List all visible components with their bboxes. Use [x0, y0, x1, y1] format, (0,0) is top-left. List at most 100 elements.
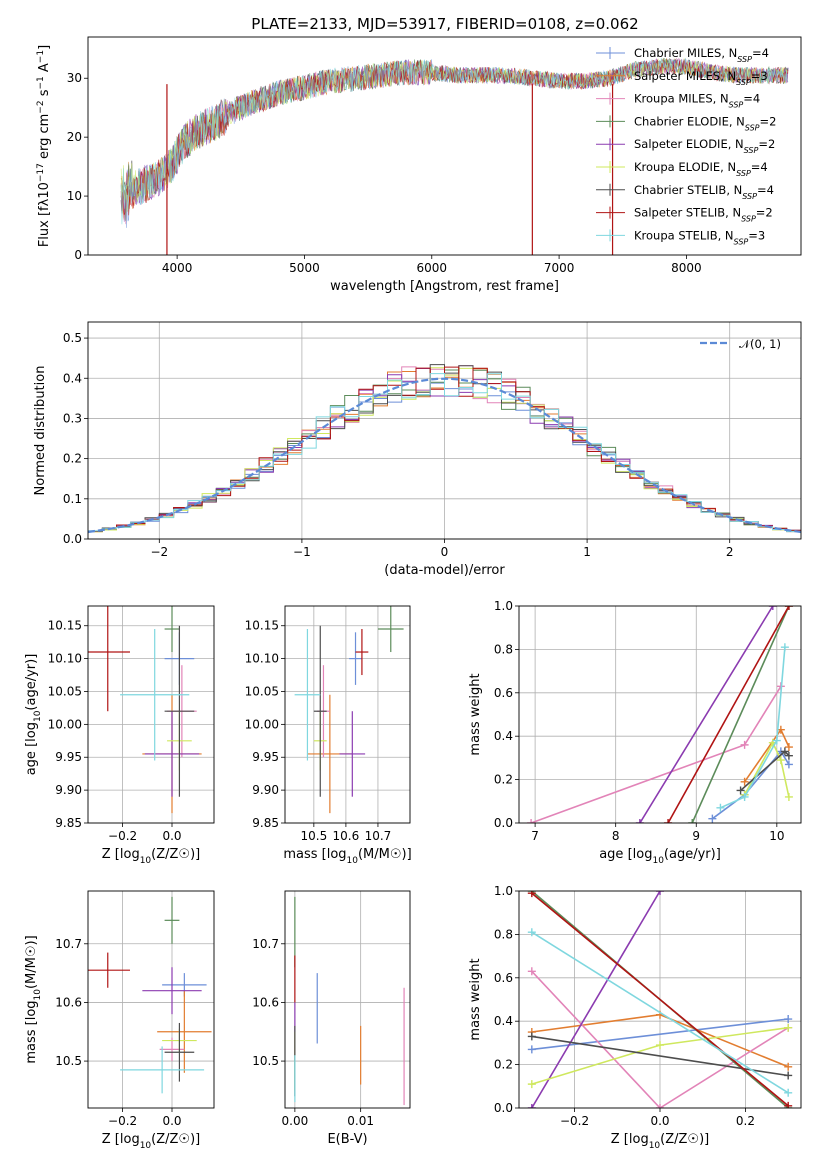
mass-weight-marker [784, 1062, 793, 1071]
spectrum-panel: 4000 5000 6000 7000 8000 0 10 20 30 wavelength [A… [36, 36, 802, 294]
mass-weight-line [743, 740, 790, 798]
mass-weight-marker [740, 777, 749, 786]
legend-entry: Salpeter MILES, NSSP=3 [634, 69, 768, 87]
mass-weight-marker [780, 747, 789, 756]
x-tick-label: 4000 [162, 261, 193, 275]
mass-weight-line [531, 891, 661, 1108]
legend-entry: Kroupa MILES, NSSP=4 [634, 92, 760, 110]
y-tick-label: 30 [67, 71, 82, 85]
mass-weight-series [635, 606, 777, 823]
spectrum-legend: Chabrier MILES, NSSP=4 Salpeter MILES, NS… [596, 46, 776, 246]
mass-weight-line [667, 606, 790, 823]
axes-frame [87, 321, 802, 540]
x-tick-label: 10.7 [365, 829, 392, 843]
y-tick-label: 0.2 [494, 773, 513, 787]
mass-weight-marker [784, 1023, 793, 1032]
x-tick-label: −0.2 [108, 829, 137, 843]
y-tick-label: 9.85 [252, 816, 279, 830]
axis-ticks: 0.00 0.01 10.5 10.6 10.7 [252, 937, 374, 1128]
x-tick-label: −1 [293, 545, 311, 559]
mass-weight-series [664, 606, 793, 823]
x-tick-label: 0 [441, 545, 449, 559]
mass-weight-marker [784, 743, 793, 752]
y-tick-label: 9.95 [55, 750, 82, 764]
mass-weight-marker [656, 1041, 664, 1050]
plot-content [527, 891, 793, 1108]
x-tick-label: 9 [692, 829, 700, 843]
y-tick-label: 0.3 [63, 411, 82, 425]
axes-frame [87, 890, 215, 1109]
axis-ticks: 7 8 9 10 0.0 0.2 0.4 0.6 0.8 1.0 [494, 599, 785, 843]
x-tick-label: 7000 [544, 261, 575, 275]
mass-weight-marker [776, 756, 785, 765]
mass-weight-line [639, 606, 774, 823]
axis-ticks: 10.5 10.6 10.7 9.85 9.90 9.95 10.00 10.05 10.10 1… [245, 619, 392, 843]
mass-weight-marker [527, 928, 536, 937]
legend-entry: 𝒩(0, 1) [739, 337, 781, 351]
mass-weight-series [527, 1015, 793, 1054]
y-tick-label: 0.2 [63, 452, 82, 466]
y-tick-label: 10.15 [245, 619, 279, 633]
y-tick-label: 10.7 [55, 937, 82, 951]
y-axis-label: Normed distribution [33, 366, 48, 496]
y-tick-label: 10.10 [245, 652, 279, 666]
x-tick-label: 5000 [289, 261, 320, 275]
error-bar-point [349, 632, 362, 685]
y-tick-label: 10.00 [48, 717, 82, 731]
mass-weight-marker [784, 1071, 793, 1080]
axes-frame [284, 890, 411, 1109]
legend-entry: Salpeter STELIB, NSSP=2 [634, 206, 773, 224]
error-bar-point [164, 625, 195, 797]
age-vs-metallicity-panel: −0.2 0.0 9.85 9.90 9.95 10.00 10.05 10.10 10.15 Z… [24, 605, 215, 866]
axes-frame [87, 36, 802, 256]
mass-weight-marker [656, 891, 664, 895]
x-tick-label: −2 [150, 545, 168, 559]
legend-entry: Chabrier ELODIE, NSSP=2 [634, 114, 776, 131]
mass-weight-series [716, 643, 789, 812]
histogram-legend: 𝒩(0, 1) [700, 337, 781, 351]
legend-entry: Chabrier STELIB, NSSP=4 [634, 183, 774, 201]
error-bar-point [88, 606, 130, 712]
x-tick-label: −0.2 [560, 1114, 589, 1128]
mass-weight-marker [527, 967, 536, 976]
axes-frame [518, 890, 802, 1109]
mass-weight-series [527, 891, 664, 1108]
plot-area [519, 606, 801, 823]
error-bar-point [144, 711, 200, 797]
x-tick-label: 8 [612, 829, 620, 843]
y-tick-label: 0.8 [494, 927, 513, 941]
plot-area [88, 891, 214, 1108]
y-axis-label: mass [log10(M/M☉)] [24, 935, 43, 1063]
mass-weight-line [531, 892, 789, 1107]
x-tick-label: 10.5 [300, 829, 327, 843]
axis-ticks: −2 −1 0 1 2 0.0 0.1 0.2 0.3 0.4 0.5 [63, 331, 734, 559]
error-bar-point [142, 967, 202, 1015]
x-tick-label: 0.0 [162, 1114, 181, 1128]
x-tick-label: 2 [726, 545, 734, 559]
x-tick-label: −0.2 [108, 1114, 137, 1128]
x-tick-label: 0.0 [650, 1114, 669, 1128]
x-axis-label: Z [log10(Z/Z☉)] [611, 1132, 709, 1151]
mass-weight-line [531, 1035, 789, 1077]
y-tick-label: 0.0 [494, 1101, 513, 1115]
mass-weight-marker [772, 736, 781, 745]
mass-weight-marker [527, 891, 536, 898]
plot-content [294, 606, 404, 814]
y-tick-label: 0.2 [494, 1058, 513, 1072]
mass-weight-marker [784, 1015, 793, 1024]
x-tick-label: 1 [583, 545, 591, 559]
mass-weight-marker [664, 819, 673, 823]
y-axis-label: Flux [fλ10−17 erg cm−2 s−1 A−1] [36, 45, 52, 247]
y-tick-label: 0.0 [63, 532, 82, 546]
y-tick-label: 0.8 [494, 642, 513, 656]
y-axis-label: age [log10(age/yr)] [24, 654, 43, 776]
axis-ticks: −0.2 0.0 9.85 9.90 9.95 10.00 10.05 10.10 10.15 [48, 619, 182, 843]
mass-weight-vs-age-panel: 7 8 9 10 0.0 0.2 0.4 0.6 0.8 1.0 age [log10(age/yr… [468, 599, 802, 866]
mass-weight-vs-metallicity-panel: −0.2 0.0 0.2 0.0 0.2 0.4 0.6 0.8 1.0 Z [log10(Z/Z… [468, 884, 802, 1151]
spectrum-model-line [120, 58, 789, 225]
y-tick-label: 10.05 [48, 684, 82, 698]
mass-weight-line [531, 1018, 789, 1051]
y-tick-label: 10.7 [252, 937, 279, 951]
x-axis-label: age [log10(age/yr)] [599, 847, 721, 866]
x-tick-label: 7 [531, 829, 539, 843]
